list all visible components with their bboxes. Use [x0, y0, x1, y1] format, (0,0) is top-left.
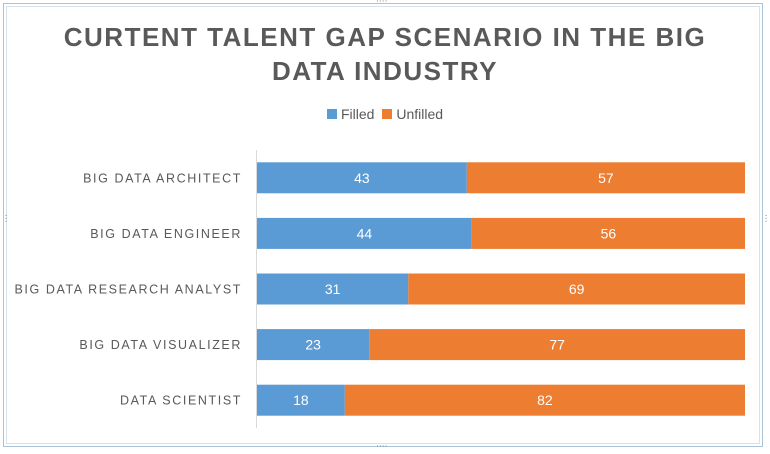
data-label-unfilled: 69 — [569, 281, 585, 297]
legend-label-unfilled: Unfilled — [396, 106, 444, 122]
data-label-unfilled: 56 — [601, 225, 617, 241]
category-label: BIG DATA ENGINEER — [90, 227, 242, 241]
category-label: BIG DATA ARCHITECT — [83, 171, 242, 185]
legend-swatch-filled — [326, 109, 337, 119]
bar-unfilled[interactable] — [408, 273, 745, 305]
data-label-filled: 44 — [357, 225, 373, 241]
legend-item-unfilled: Unfilled — [382, 106, 443, 122]
bar-unfilled[interactable] — [369, 329, 745, 361]
bar-unfilled[interactable] — [344, 384, 745, 416]
resize-handle-top[interactable]: ···· — [376, 0, 388, 7]
data-label-filled: 23 — [305, 337, 321, 353]
bar-unfilled[interactable] — [471, 217, 745, 249]
category-label: BIG DATA RESEARCH ANALYST — [14, 283, 242, 297]
legend: Filled Unfilled — [0, 106, 770, 122]
data-label-filled: 18 — [293, 392, 309, 408]
category-label: DATA SCIENTIST — [120, 394, 242, 408]
data-label-filled: 43 — [354, 170, 370, 186]
legend-item-filled: Filled — [326, 106, 375, 122]
bar-filled[interactable] — [257, 384, 345, 416]
bar-filled[interactable] — [257, 162, 467, 194]
legend-swatch-unfilled — [382, 109, 393, 119]
resize-handle-bottom[interactable]: ···· — [376, 442, 388, 452]
bar-filled[interactable] — [257, 273, 409, 305]
data-label-unfilled: 82 — [537, 392, 553, 408]
bar-unfilled[interactable] — [466, 162, 745, 194]
bar-filled[interactable] — [257, 329, 370, 361]
chart-frame-inner — [6, 6, 760, 444]
chart-frame[interactable] — [3, 3, 763, 447]
bar-filled[interactable] — [257, 217, 472, 249]
data-label-unfilled: 77 — [549, 337, 565, 353]
data-label-filled: 31 — [325, 281, 341, 297]
data-label-unfilled: 57 — [598, 170, 614, 186]
resize-handle-right[interactable]: ··· — [760, 214, 770, 223]
legend-label-filled: Filled — [340, 106, 375, 122]
chart-title: CURTENT TALENT GAP SCENARIO IN THE BIG D… — [63, 22, 707, 86]
category-label: BIG DATA VISUALIZER — [79, 338, 242, 352]
resize-handle-left[interactable]: ··· — [0, 214, 10, 223]
